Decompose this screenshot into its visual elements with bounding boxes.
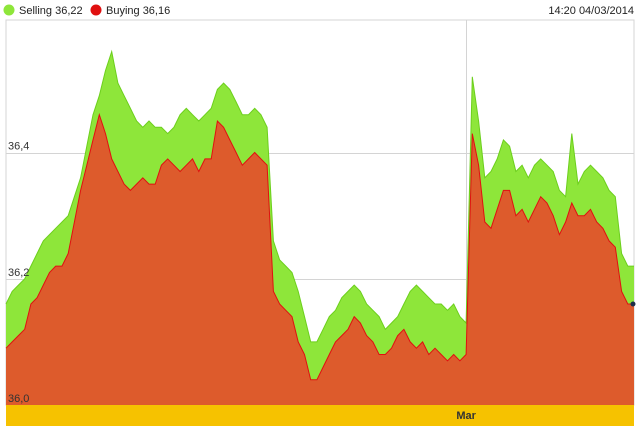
x-tick-label: Mar: [456, 410, 476, 422]
last-value-marker: [630, 301, 636, 307]
series-line-selling: [5, 49, 634, 343]
y-tick-label: 36,0: [8, 393, 29, 405]
legend: Selling 36,22 Buying 36,16 14:20 04/03/2…: [3, 4, 634, 17]
y-tick-label: 36,4: [8, 141, 29, 153]
series-areas: [5, 49, 636, 405]
legend-marker-selling: [3, 4, 15, 16]
y-axis-ticks: 36,0 36,2 36,4: [8, 141, 29, 406]
legend-marker-buying: [90, 4, 102, 16]
legend-label-buying: Buying 36,16: [106, 5, 170, 17]
series-area-buying: [6, 114, 634, 405]
legend-label-selling: Selling 36,22: [19, 5, 83, 17]
time-axis-band: [6, 405, 634, 426]
y-tick-label: 36,2: [8, 267, 29, 279]
x-axis-band: Mar: [6, 405, 634, 426]
series-line-buying: [5, 112, 634, 381]
chart-timestamp: 14:20 04/03/2014: [548, 5, 634, 17]
